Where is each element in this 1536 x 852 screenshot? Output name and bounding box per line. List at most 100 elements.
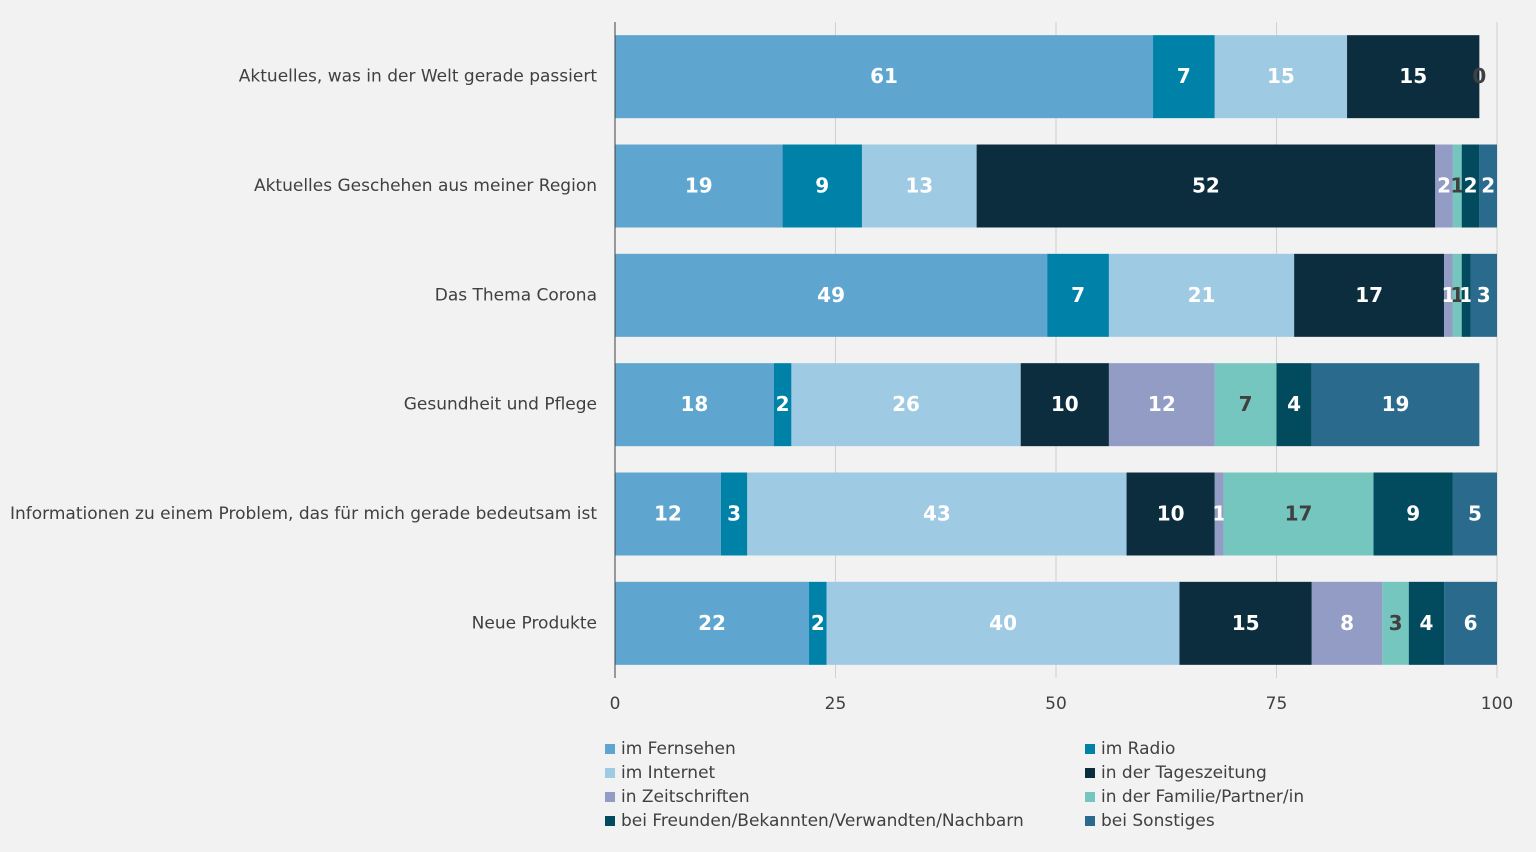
bar-segment	[1047, 253, 1109, 337]
legend-label: im Fernsehen	[621, 739, 736, 759]
value-label: 15	[1399, 64, 1427, 88]
bar-segment	[747, 472, 1127, 556]
value-label: 2	[811, 611, 825, 635]
value-label: 1	[1450, 174, 1464, 198]
bar-segment	[1223, 472, 1374, 556]
bar-segment	[1214, 363, 1277, 447]
bar-segment	[615, 253, 1048, 337]
bar-segment	[861, 144, 977, 228]
bar-segment	[615, 144, 783, 228]
value-label: 2	[776, 392, 790, 416]
y-tick-label: Aktuelles Geschehen aus meiner Region	[254, 176, 597, 196]
bar-segment	[1108, 253, 1295, 337]
value-label: 1	[1459, 283, 1473, 307]
legend-label: bei Freunden/Bekannten/Verwandten/Nachba…	[621, 811, 1024, 831]
value-label: 9	[815, 174, 829, 198]
bar-segment	[1382, 581, 1409, 665]
value-label: 17	[1285, 502, 1313, 526]
legend-swatch	[605, 816, 615, 826]
value-label: 8	[1340, 611, 1354, 635]
value-label: 40	[989, 611, 1017, 635]
value-label: 10	[1157, 502, 1185, 526]
bar-segment	[615, 581, 810, 665]
value-label: 3	[1477, 283, 1491, 307]
x-tick-label: 50	[1045, 694, 1067, 714]
value-label: 26	[892, 392, 920, 416]
bar-segment	[615, 35, 1154, 119]
legend-swatch	[605, 744, 615, 754]
bar-segment	[1214, 472, 1224, 556]
bar-segment	[1452, 253, 1462, 337]
bar-segment	[1373, 472, 1453, 556]
value-label: 7	[1071, 283, 1085, 307]
legend-label: im Internet	[621, 763, 716, 783]
value-label: 10	[1051, 392, 1079, 416]
bar-segment	[720, 472, 748, 556]
bar-segment	[1153, 35, 1215, 119]
bar-segment	[1126, 472, 1215, 556]
value-label: 17	[1355, 283, 1383, 307]
legend-label: in der Tageszeitung	[1101, 763, 1267, 783]
legend-swatch	[1085, 744, 1095, 754]
bar-segment	[1408, 581, 1445, 665]
bar-segment	[615, 472, 721, 556]
value-label: 4	[1419, 611, 1433, 635]
bar-segment	[1311, 581, 1383, 665]
value-label: 5	[1468, 502, 1482, 526]
value-label: 2	[1481, 174, 1495, 198]
x-tick-label: 25	[825, 694, 847, 714]
value-label: 12	[654, 502, 682, 526]
bar-segment	[1347, 35, 1480, 119]
bar-segment	[1479, 144, 1497, 228]
value-label: 43	[923, 502, 951, 526]
value-label: 1	[1442, 283, 1456, 307]
value-label: 22	[698, 611, 726, 635]
bar-segment	[773, 363, 792, 447]
bar-segment	[1276, 363, 1312, 447]
bar-segment	[1311, 363, 1480, 447]
value-label: 7	[1239, 392, 1253, 416]
value-label: 3	[727, 502, 741, 526]
bar-segment	[809, 581, 827, 665]
bar-segment	[1435, 144, 1453, 228]
value-label: 1	[1450, 283, 1464, 307]
legend-swatch	[1085, 768, 1095, 778]
value-label: 6	[1464, 611, 1478, 635]
value-label: 15	[1232, 611, 1260, 635]
value-label: 4	[1287, 392, 1301, 416]
y-tick-label: Gesundheit und Pflege	[404, 395, 597, 415]
value-label: 7	[1177, 64, 1191, 88]
legend-swatch	[605, 768, 615, 778]
bar-segment	[1214, 35, 1348, 119]
bar-segment	[1452, 144, 1462, 228]
bar-segment	[1020, 363, 1109, 447]
bar-segment	[1108, 363, 1215, 447]
bar-segment	[1470, 253, 1497, 337]
legend-label: in Zeitschriften	[621, 787, 750, 807]
legend-label: bei Sonstiges	[1101, 811, 1215, 831]
bar-segment	[615, 363, 774, 447]
legend-swatch	[605, 792, 615, 802]
bar-segment	[1179, 581, 1312, 665]
x-tick-label: 100	[1481, 694, 1513, 714]
value-label: 13	[905, 174, 933, 198]
value-label: 0	[1472, 64, 1486, 88]
value-label: 19	[685, 174, 713, 198]
y-tick-label: Neue Produkte	[472, 613, 597, 633]
value-label: 2	[1464, 174, 1478, 198]
value-label: 61	[870, 64, 898, 88]
y-tick-label: Informationen zu einem Problem, das für …	[10, 504, 597, 524]
bar-segment	[976, 144, 1436, 228]
y-tick-label: Aktuelles, was in der Welt gerade passie…	[239, 67, 598, 87]
value-label: 3	[1389, 611, 1403, 635]
value-label: 9	[1406, 502, 1420, 526]
bar-segment	[1452, 472, 1497, 556]
bar-segment	[782, 144, 862, 228]
bar-segment	[1461, 144, 1480, 228]
value-label: 1	[1212, 502, 1226, 526]
legend-swatch	[1085, 792, 1095, 802]
value-label: 19	[1382, 392, 1410, 416]
x-tick-label: 75	[1266, 694, 1288, 714]
legend-label: in der Familie/Partner/in	[1101, 787, 1304, 807]
